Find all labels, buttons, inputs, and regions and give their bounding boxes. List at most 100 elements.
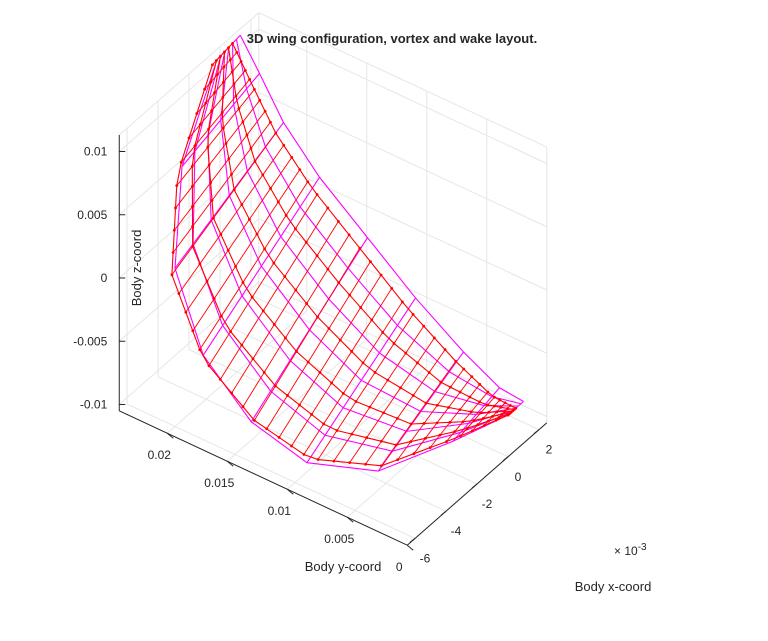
vortex-node: [240, 203, 244, 206]
vortex-node: [487, 419, 490, 423]
x-tick: [409, 538, 416, 543]
vortex-node: [290, 156, 294, 159]
mesh-chord-line: [291, 288, 393, 447]
vortex-node: [298, 168, 302, 171]
vortex-node: [215, 59, 218, 62]
vortex-node: [249, 146, 253, 150]
mesh-chord-line: [172, 121, 271, 253]
vortex-node: [315, 193, 319, 196]
x-exponent-label: × 10-3: [614, 542, 647, 558]
vortex-node: [316, 315, 319, 319]
vortex-node: [411, 313, 415, 316]
vortex-node: [412, 452, 416, 456]
vortex-node: [411, 394, 415, 397]
vortex-node: [283, 275, 287, 278]
grid-edge: [258, 12, 547, 148]
x-tick-label: -6: [420, 551, 431, 565]
vortex-node: [295, 350, 298, 353]
mesh-chord-line: [185, 157, 293, 313]
vortex-node: [379, 464, 383, 468]
vortex-node: [503, 401, 507, 405]
vortex-node: [272, 322, 276, 326]
vortex-node: [369, 260, 372, 264]
grid-line: [226, 338, 368, 462]
vortex-node: [337, 219, 340, 223]
vortex-node: [453, 430, 457, 434]
vortex-node: [500, 412, 504, 416]
z-tick-label: 0: [101, 271, 108, 285]
vortex-node: [241, 405, 245, 409]
vortex-node: [499, 405, 503, 409]
vortex-node: [226, 248, 230, 252]
vortex-node: [184, 310, 188, 314]
mesh-chord-line: [333, 325, 425, 462]
vortex-node: [227, 157, 231, 161]
chart-title: 3D wing configuration, vortex and wake l…: [247, 31, 537, 46]
mesh-span-line: [174, 59, 509, 472]
vortex-node: [175, 184, 179, 188]
mesh-chord-line: [365, 349, 446, 465]
mesh-chord-line: [204, 52, 238, 90]
vortex-node: [458, 390, 462, 394]
vortex-node: [380, 439, 383, 443]
vortex-node: [337, 281, 341, 285]
vortex-node: [354, 400, 358, 403]
vortex-node: [438, 433, 442, 437]
vortex-node: [276, 200, 280, 204]
vortex-node: [245, 133, 249, 137]
vortex-node: [230, 391, 234, 395]
vortex-node: [198, 123, 202, 126]
y-tick: [406, 544, 414, 551]
vortex-node: [386, 378, 390, 382]
vortex-node: [348, 461, 352, 465]
vortex-node: [263, 247, 266, 251]
vortex-node: [327, 327, 331, 330]
y-tick: [226, 460, 234, 467]
vortex-node: [274, 131, 278, 135]
grid-edge: [118, 12, 260, 136]
vortex-node: [494, 418, 498, 422]
x-tick: [471, 483, 478, 489]
vortex-node: [392, 342, 396, 345]
vortex-node: [232, 188, 236, 192]
vortex-node: [204, 101, 208, 105]
grid-line: [286, 366, 428, 490]
vortex-node: [306, 360, 310, 364]
vortex-node: [191, 245, 195, 248]
vortex-node: [472, 419, 476, 422]
vortex-node: [221, 80, 225, 84]
y-tick-label: 0.02: [148, 448, 172, 462]
vortex-node: [220, 111, 224, 114]
vortex-node: [265, 427, 269, 431]
vortex-node: [493, 395, 496, 399]
grid-line: [258, 218, 547, 354]
vortex-node: [261, 309, 265, 313]
mesh-chord-line: [173, 110, 266, 231]
vortex-node: [422, 324, 426, 328]
vortex-node: [478, 382, 482, 386]
vortex-node: [390, 287, 394, 290]
grid-line: [258, 91, 547, 228]
vortex-node: [284, 336, 287, 340]
mesh-chord-line: [171, 132, 277, 276]
vortex-node: [326, 206, 330, 210]
vortex-node: [476, 423, 480, 426]
x-tick-label: 0: [515, 470, 522, 484]
vortex-node: [305, 302, 309, 305]
vortex-node: [428, 446, 432, 450]
mesh-chord-line: [192, 169, 301, 332]
vortex-node: [212, 297, 216, 301]
vortex-node: [370, 318, 374, 322]
grid-line: [250, 294, 540, 431]
vortex-node: [177, 292, 181, 295]
vortex-node: [272, 261, 276, 265]
vortex-node: [358, 246, 362, 250]
grid-line: [126, 403, 416, 539]
vortex-node: [255, 232, 259, 236]
grid-line: [258, 28, 547, 164]
vortex-node: [229, 330, 232, 333]
vortex-node: [470, 375, 474, 379]
vortex-node: [454, 359, 458, 363]
x-tick-label: -4: [451, 524, 462, 538]
vortex-node: [228, 58, 232, 62]
